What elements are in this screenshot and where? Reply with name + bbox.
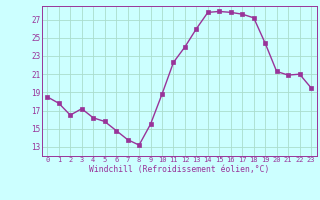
X-axis label: Windchill (Refroidissement éolien,°C): Windchill (Refroidissement éolien,°C) [89, 165, 269, 174]
